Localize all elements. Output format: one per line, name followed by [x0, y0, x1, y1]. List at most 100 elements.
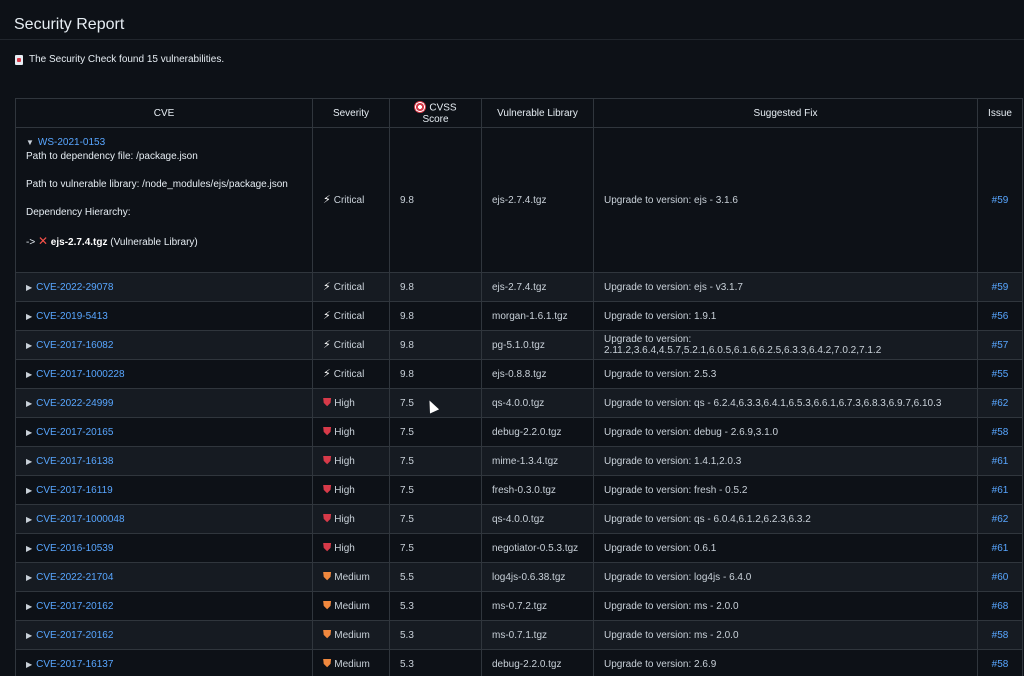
cve-cell: ▶ CVE-2016-10539	[15, 533, 313, 563]
table-row[interactable]: ▶ CVE-2019-5413 ⚡ Critical 9.8 morgan-1.6.1.t…	[15, 301, 1023, 331]
cvss-cell: 7.5	[389, 504, 482, 534]
issue-link[interactable]: #58	[991, 426, 1009, 438]
column-header-cvss-label: CVSS Score	[422, 102, 457, 125]
triangle-right-icon[interactable]: ▶	[26, 282, 33, 292]
column-header-library[interactable]: Vulnerable Library	[481, 98, 594, 128]
issue-link[interactable]: #62	[991, 397, 1009, 409]
triangle-right-icon[interactable]: ▶	[26, 456, 33, 466]
table-row[interactable]: ▶ CVE-2017-16138 ⛊ High 7.5 mime-1.3.4.tgz Upg…	[15, 446, 1023, 476]
column-header-fix[interactable]: Suggested Fix	[593, 98, 978, 128]
issue-link[interactable]: #58	[991, 629, 1009, 641]
issue-link[interactable]: #62	[991, 513, 1009, 525]
issue-link[interactable]: #61	[991, 542, 1009, 554]
fix-cell: Upgrade to version: ejs - 3.1.6	[593, 127, 978, 273]
table-row[interactable]: ▶ CVE-2017-1000228 ⚡ Critical 9.8 ejs-0.8.8.t…	[15, 359, 1023, 389]
table-row[interactable]: ▶ CVE-2017-1000048 ⛊ High 7.5 qs-4.0.0.tgz Upg…	[15, 504, 1023, 534]
cve-link[interactable]: CVE-2017-20165	[36, 426, 114, 438]
table-row[interactable]: ▶ CVE-2017-16137 ⛊ Medium 5.3 debug-2.2.0.tgz…	[15, 649, 1023, 676]
issue-link[interactable]: #58	[991, 658, 1009, 670]
cvss-cell: 5.3	[389, 591, 482, 621]
table-row[interactable]: ▶ CVE-2016-10539 ⛊ High 7.5 negotiator-0.5.3.…	[15, 533, 1023, 563]
severity-indicator: ⚡ Critical	[323, 339, 364, 351]
issue-link[interactable]: #61	[991, 455, 1009, 467]
triangle-right-icon[interactable]: ▶	[26, 543, 33, 553]
table-row[interactable]: ▶ CVE-2017-20162 ⛊ Medium 5.3 ms-0.7.2.tgz Upg…	[15, 591, 1023, 621]
triangle-right-icon[interactable]: ▶	[26, 485, 33, 495]
library-cell: mime-1.3.4.tgz	[481, 446, 594, 476]
cvss-cell: 9.8	[389, 330, 482, 360]
issue-cell: #57	[977, 330, 1023, 360]
issue-link[interactable]: #68	[991, 600, 1009, 612]
arrow-text: ->	[26, 237, 36, 248]
severity-cell: ⚡ Critical	[312, 359, 390, 389]
issue-cell: #62	[977, 504, 1023, 534]
column-header-cve[interactable]: CVE	[15, 98, 313, 128]
cve-link[interactable]: CVE-2022-21704	[36, 571, 114, 583]
fix-cell: Upgrade to version: debug - 2.6.9,3.1.0	[593, 417, 978, 447]
cve-cell: ▶ CVE-2017-20162	[15, 620, 313, 650]
triangle-right-icon[interactable]: ▶	[26, 630, 33, 640]
spacer	[26, 192, 302, 206]
cve-link[interactable]: CVE-2022-29078	[36, 281, 114, 293]
triangle-right-icon[interactable]: ▶	[26, 398, 33, 408]
triangle-right-icon[interactable]: ▶	[26, 427, 33, 437]
table-row[interactable]: ▶ CVE-2022-24999 ⛊ High 7.5 qs-4.0.0.tgz Upgra…	[15, 388, 1023, 418]
severity-cell: ⛊ High	[312, 417, 390, 447]
issue-link[interactable]: #57	[991, 339, 1009, 351]
cve-link[interactable]: CVE-2019-5413	[36, 310, 108, 322]
issue-cell: #58	[977, 417, 1023, 447]
cve-link[interactable]: WS-2021-0153	[37, 137, 106, 148]
cve-link[interactable]: CVE-2017-20162	[36, 600, 114, 612]
cve-link[interactable]: CVE-2016-10539	[36, 542, 114, 554]
cve-link[interactable]: CVE-2017-16082	[36, 339, 114, 351]
table-row[interactable]: ▶ CVE-2022-29078 ⚡ Critical 9.8 ejs-2.7.4.tgz…	[15, 272, 1023, 302]
triangle-right-icon[interactable]: ▶	[26, 659, 33, 669]
cve-link[interactable]: CVE-2017-16137	[36, 658, 114, 670]
table-row[interactable]: ▶ CVE-2022-21704 ⛊ Medium 5.5 log4js-0.6.38.t…	[15, 562, 1023, 592]
severity-label: High	[334, 513, 355, 525]
cve-link[interactable]: CVE-2017-20162	[36, 629, 114, 641]
table-row[interactable]: ▶ CVE-2017-20165 ⛊ High 7.5 debug-2.2.0.tgz Up…	[15, 417, 1023, 447]
triangle-down-icon[interactable]: ▼	[26, 138, 34, 147]
spacer	[26, 220, 302, 234]
library-cell: log4js-0.6.38.tgz	[481, 562, 594, 592]
triangle-right-icon[interactable]: ▶	[26, 369, 33, 379]
lightning-icon: ⚡	[323, 193, 331, 206]
triangle-right-icon[interactable]: ▶	[26, 572, 33, 582]
severity-indicator: ⛊ Medium	[323, 600, 370, 612]
issue-link[interactable]: #56	[991, 310, 1009, 322]
table-row[interactable]: ▶ CVE-2017-16082 ⚡ Critical 9.8 pg-5.1.0.tgz U…	[15, 330, 1023, 360]
cve-link[interactable]: CVE-2017-16119	[36, 484, 113, 496]
severity-label: High	[334, 397, 355, 409]
triangle-right-icon[interactable]: ▶	[26, 514, 33, 524]
triangle-right-icon[interactable]: ▶	[26, 601, 33, 611]
severity-label: High	[334, 455, 355, 467]
document-icon	[15, 54, 23, 65]
column-header-issue[interactable]: Issue	[977, 98, 1023, 128]
dependency-hierarchy-label: Dependency Hierarchy:	[26, 207, 131, 218]
cve-link[interactable]: CVE-2022-24999	[36, 397, 114, 409]
table-row-expanded: ▼ WS-2021-0153 Path to dependency file: /…	[15, 127, 1023, 273]
column-header-severity[interactable]: Severity	[312, 98, 390, 128]
shield-icon: ⛊	[323, 483, 332, 496]
issue-link[interactable]: #59	[991, 194, 1009, 206]
fix-cell: Upgrade to version: 2.6.9	[593, 649, 978, 676]
shield-icon: ⛊	[323, 396, 332, 409]
issue-link[interactable]: #60	[991, 571, 1009, 583]
cvss-cell: 7.5	[389, 446, 482, 476]
severity-label: Critical	[333, 281, 365, 293]
cve-link[interactable]: CVE-2017-16138	[36, 455, 114, 467]
summary-text: The Security Check found 15 vulnerabilit…	[29, 54, 225, 65]
fix-cell: Upgrade to version: 2.11.2,3.6.4,4.5.7,5…	[593, 330, 978, 360]
table-row[interactable]: ▶ CVE-2017-16119 ⛊ High 7.5 fresh-0.3.0.tgz Up…	[15, 475, 1023, 505]
triangle-right-icon[interactable]: ▶	[26, 340, 33, 350]
column-header-cvss[interactable]: CVSS Score	[389, 98, 482, 128]
issue-cell: #58	[977, 620, 1023, 650]
issue-link[interactable]: #61	[991, 484, 1009, 496]
table-row[interactable]: ▶ CVE-2017-20162 ⛊ Medium 5.3 ms-0.7.1.tgz Upg…	[15, 620, 1023, 650]
triangle-right-icon[interactable]: ▶	[26, 311, 33, 321]
issue-link[interactable]: #55	[991, 368, 1009, 380]
issue-link[interactable]: #59	[991, 281, 1009, 293]
cve-link[interactable]: CVE-2017-1000048	[36, 513, 125, 525]
cve-link[interactable]: CVE-2017-1000228	[36, 368, 125, 380]
